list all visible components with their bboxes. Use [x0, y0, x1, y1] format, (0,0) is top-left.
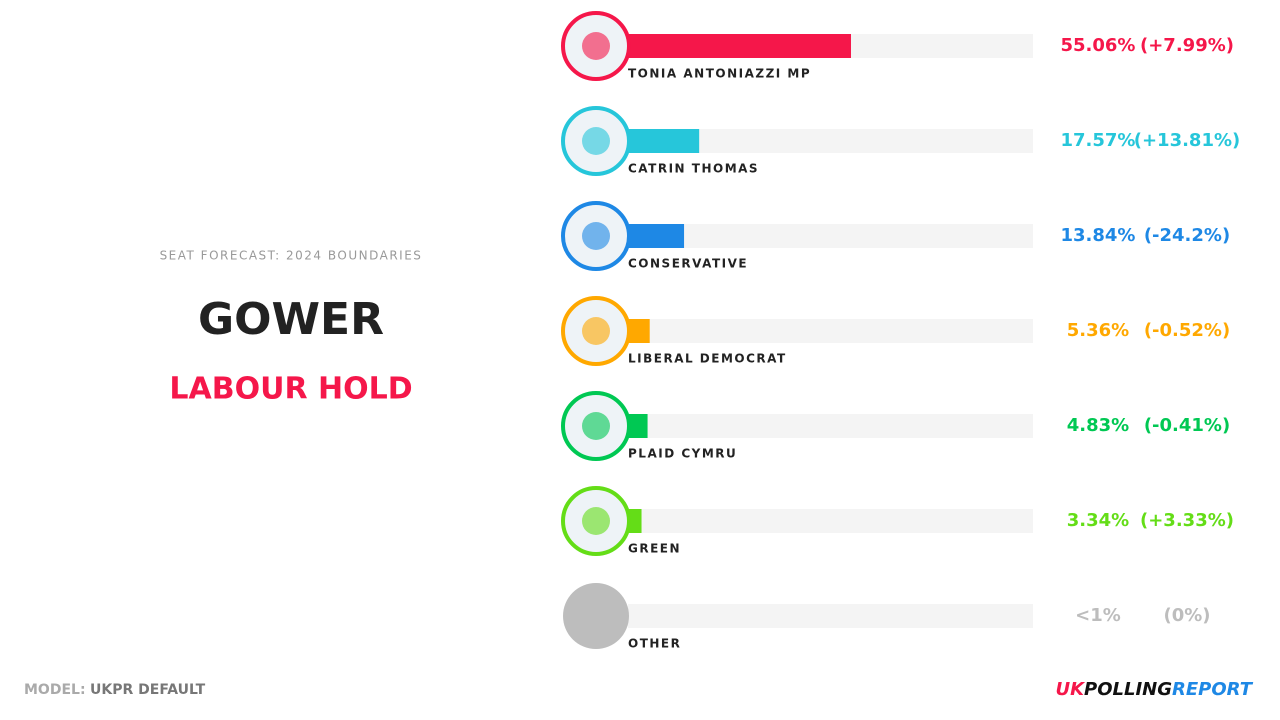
candidate-avatar: [563, 583, 629, 649]
vote-share: 5.36%: [1067, 320, 1129, 341]
brand-part: POLLING: [1084, 679, 1172, 700]
vote-change: (-24.2%): [1144, 225, 1230, 246]
bar: [628, 34, 851, 58]
avatar-icon: [582, 507, 610, 535]
vote-change: (+7.99%): [1140, 35, 1234, 56]
vote-change: (-0.52%): [1144, 320, 1230, 341]
candidate-name: OTHER: [628, 637, 681, 651]
bar-track: [628, 319, 1033, 343]
vote-share: 55.06%: [1061, 35, 1136, 56]
vote-share: 13.84%: [1061, 225, 1136, 246]
avatar-icon: [582, 412, 610, 440]
model-name: UKPR DEFAULT: [90, 682, 206, 698]
vote-change: (+13.81%): [1134, 130, 1241, 151]
candidate-name: LIBERAL DEMOCRAT: [628, 352, 787, 366]
bar-track: [628, 509, 1033, 533]
bar-track: [628, 414, 1033, 438]
bar: [628, 414, 648, 438]
brand-logo: UKPOLLINGREPORT: [1055, 679, 1253, 700]
subtitle: SEAT FORECAST: 2024 BOUNDARIES: [160, 249, 423, 263]
candidate-name: CATRIN THOMAS: [628, 162, 759, 176]
avatar-icon: [582, 317, 610, 345]
model-label: MODEL:: [24, 682, 86, 698]
brand-part: UK: [1055, 679, 1086, 700]
bar: [628, 509, 642, 533]
candidate-name: PLAID CYMRU: [628, 447, 737, 461]
avatar-icon: [582, 222, 610, 250]
vote-share: 3.34%: [1067, 510, 1129, 531]
result: LABOUR HOLD: [169, 372, 412, 407]
brand-part: REPORT: [1172, 679, 1254, 700]
vote-change: (-0.41%): [1144, 415, 1230, 436]
seat-title: GOWER: [198, 294, 384, 345]
avatar-icon: [582, 32, 610, 60]
vote-share: 17.57%: [1061, 130, 1136, 151]
bar-track: [628, 604, 1033, 628]
candidate-name: CONSERVATIVE: [628, 257, 748, 271]
bar-track: [628, 224, 1033, 248]
avatar-icon: [582, 127, 610, 155]
candidate-name: GREEN: [628, 542, 681, 556]
bar: [628, 319, 650, 343]
candidate-name: TONIA ANTONIAZZI MP: [628, 67, 811, 81]
bar: [628, 224, 685, 248]
vote-change: (0%): [1163, 605, 1210, 626]
bar: [628, 129, 700, 153]
vote-share: 4.83%: [1067, 415, 1129, 436]
vote-share: <1%: [1075, 605, 1121, 626]
vote-change: (+3.33%): [1140, 510, 1234, 531]
